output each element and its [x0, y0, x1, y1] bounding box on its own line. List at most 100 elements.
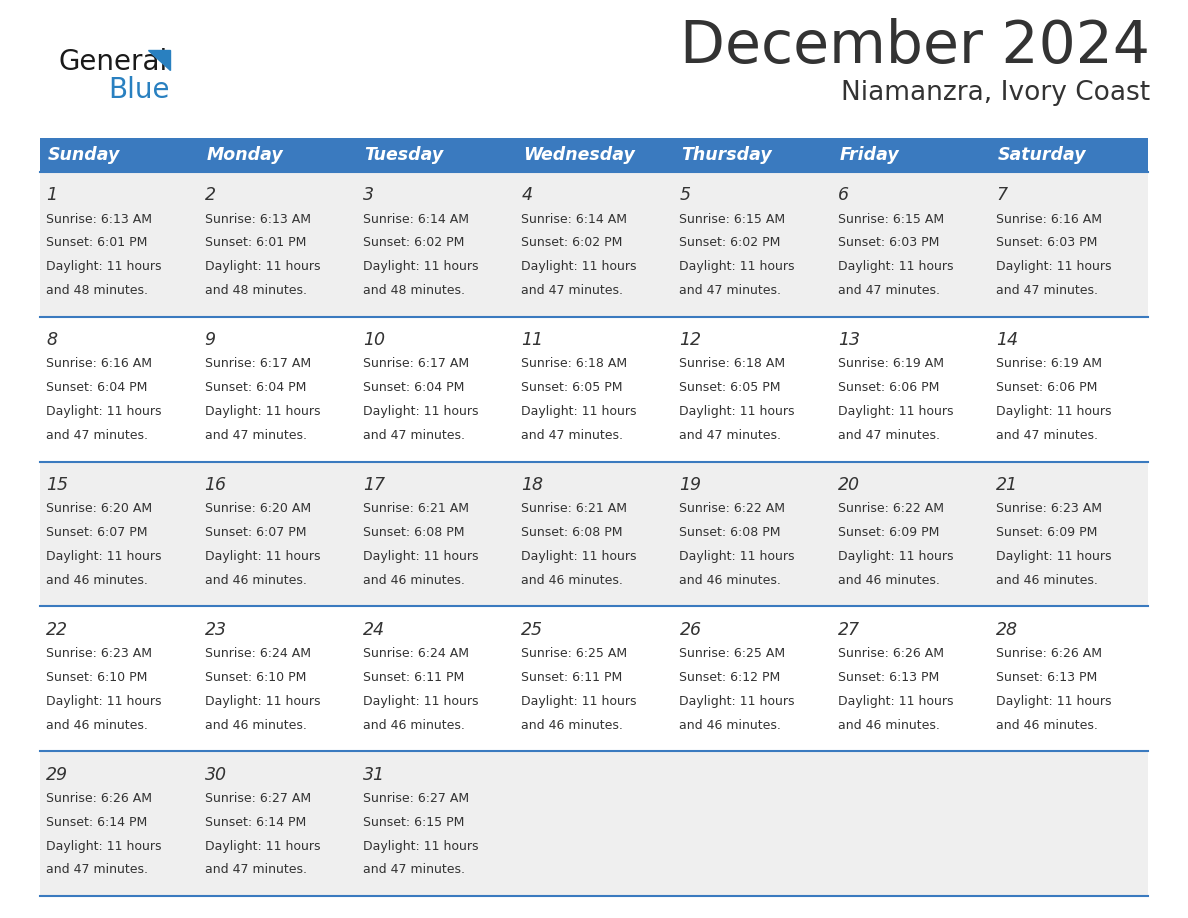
Text: Daylight: 11 hours: Daylight: 11 hours — [46, 840, 162, 853]
Text: Sunset: 6:06 PM: Sunset: 6:06 PM — [838, 381, 940, 394]
Text: and 46 minutes.: and 46 minutes. — [838, 719, 940, 732]
Text: 23: 23 — [204, 621, 227, 639]
Text: Sunrise: 6:24 AM: Sunrise: 6:24 AM — [362, 647, 469, 660]
Text: Sunrise: 6:20 AM: Sunrise: 6:20 AM — [204, 502, 311, 515]
Text: Sunrise: 6:26 AM: Sunrise: 6:26 AM — [996, 647, 1102, 660]
Text: and 46 minutes.: and 46 minutes. — [46, 719, 148, 732]
Text: and 47 minutes.: and 47 minutes. — [838, 429, 940, 442]
Text: 16: 16 — [204, 476, 227, 494]
Text: Daylight: 11 hours: Daylight: 11 hours — [362, 695, 479, 708]
Text: 15: 15 — [46, 476, 69, 494]
Text: Sunset: 6:02 PM: Sunset: 6:02 PM — [522, 237, 623, 250]
Text: Sunset: 6:07 PM: Sunset: 6:07 PM — [46, 526, 147, 539]
Text: 8: 8 — [46, 331, 57, 349]
Text: Sunrise: 6:25 AM: Sunrise: 6:25 AM — [680, 647, 785, 660]
Text: Sunset: 6:13 PM: Sunset: 6:13 PM — [838, 671, 939, 684]
Text: and 46 minutes.: and 46 minutes. — [680, 574, 782, 587]
Text: and 46 minutes.: and 46 minutes. — [680, 719, 782, 732]
Text: Sunset: 6:10 PM: Sunset: 6:10 PM — [204, 671, 307, 684]
Text: Sunrise: 6:20 AM: Sunrise: 6:20 AM — [46, 502, 152, 515]
Text: 3: 3 — [362, 186, 374, 205]
Text: 24: 24 — [362, 621, 385, 639]
Text: 29: 29 — [46, 766, 69, 784]
Text: Sunset: 6:02 PM: Sunset: 6:02 PM — [362, 237, 465, 250]
Text: 11: 11 — [522, 331, 543, 349]
Text: Sunrise: 6:14 AM: Sunrise: 6:14 AM — [522, 213, 627, 226]
Text: Daylight: 11 hours: Daylight: 11 hours — [522, 405, 637, 418]
Text: Daylight: 11 hours: Daylight: 11 hours — [680, 550, 795, 563]
Text: Daylight: 11 hours: Daylight: 11 hours — [680, 695, 795, 708]
Text: Sunset: 6:04 PM: Sunset: 6:04 PM — [362, 381, 465, 394]
Text: and 47 minutes.: and 47 minutes. — [522, 429, 624, 442]
Text: Sunrise: 6:16 AM: Sunrise: 6:16 AM — [996, 213, 1102, 226]
Text: Daylight: 11 hours: Daylight: 11 hours — [680, 261, 795, 274]
Text: Daylight: 11 hours: Daylight: 11 hours — [46, 261, 162, 274]
Text: 7: 7 — [996, 186, 1007, 205]
Text: December 2024: December 2024 — [680, 18, 1150, 75]
Text: Sunset: 6:01 PM: Sunset: 6:01 PM — [204, 237, 307, 250]
Text: Daylight: 11 hours: Daylight: 11 hours — [362, 840, 479, 853]
Text: and 47 minutes.: and 47 minutes. — [996, 285, 1098, 297]
Text: Daylight: 11 hours: Daylight: 11 hours — [362, 261, 479, 274]
Text: Sunset: 6:08 PM: Sunset: 6:08 PM — [680, 526, 781, 539]
FancyBboxPatch shape — [40, 462, 1148, 607]
Text: Sunset: 6:08 PM: Sunset: 6:08 PM — [362, 526, 465, 539]
Text: Daylight: 11 hours: Daylight: 11 hours — [204, 840, 320, 853]
Text: 21: 21 — [996, 476, 1018, 494]
Text: Sunrise: 6:19 AM: Sunrise: 6:19 AM — [838, 357, 943, 370]
Text: and 47 minutes.: and 47 minutes. — [46, 429, 148, 442]
FancyBboxPatch shape — [40, 607, 1148, 751]
Text: Sunrise: 6:24 AM: Sunrise: 6:24 AM — [204, 647, 310, 660]
Text: and 46 minutes.: and 46 minutes. — [838, 574, 940, 587]
FancyBboxPatch shape — [990, 138, 1148, 172]
Text: and 46 minutes.: and 46 minutes. — [996, 719, 1098, 732]
Text: Daylight: 11 hours: Daylight: 11 hours — [522, 261, 637, 274]
FancyBboxPatch shape — [40, 138, 198, 172]
Text: Sunrise: 6:23 AM: Sunrise: 6:23 AM — [46, 647, 152, 660]
Text: Sunrise: 6:14 AM: Sunrise: 6:14 AM — [362, 213, 469, 226]
Text: Sunset: 6:01 PM: Sunset: 6:01 PM — [46, 237, 147, 250]
Text: and 47 minutes.: and 47 minutes. — [362, 429, 465, 442]
Text: 12: 12 — [680, 331, 701, 349]
Text: 1: 1 — [46, 186, 57, 205]
Text: Sunset: 6:07 PM: Sunset: 6:07 PM — [204, 526, 307, 539]
Text: and 47 minutes.: and 47 minutes. — [680, 429, 782, 442]
Text: Sunrise: 6:15 AM: Sunrise: 6:15 AM — [680, 213, 785, 226]
FancyBboxPatch shape — [832, 138, 990, 172]
Text: and 46 minutes.: and 46 minutes. — [204, 719, 307, 732]
Text: and 46 minutes.: and 46 minutes. — [522, 719, 623, 732]
Text: and 47 minutes.: and 47 minutes. — [362, 864, 465, 877]
Text: Daylight: 11 hours: Daylight: 11 hours — [522, 550, 637, 563]
Text: and 46 minutes.: and 46 minutes. — [362, 719, 465, 732]
FancyBboxPatch shape — [40, 317, 1148, 462]
Text: Daylight: 11 hours: Daylight: 11 hours — [996, 695, 1112, 708]
Text: Sunrise: 6:16 AM: Sunrise: 6:16 AM — [46, 357, 152, 370]
Text: Sunset: 6:05 PM: Sunset: 6:05 PM — [680, 381, 781, 394]
Text: and 46 minutes.: and 46 minutes. — [46, 574, 148, 587]
Text: Sunset: 6:15 PM: Sunset: 6:15 PM — [362, 815, 465, 829]
Text: 6: 6 — [838, 186, 848, 205]
Text: Sunrise: 6:18 AM: Sunrise: 6:18 AM — [522, 357, 627, 370]
Text: Tuesday: Tuesday — [365, 146, 444, 164]
Text: Daylight: 11 hours: Daylight: 11 hours — [522, 695, 637, 708]
Text: and 47 minutes.: and 47 minutes. — [46, 864, 148, 877]
Text: and 46 minutes.: and 46 minutes. — [362, 574, 465, 587]
Text: Sunset: 6:14 PM: Sunset: 6:14 PM — [46, 815, 147, 829]
Text: Sunset: 6:14 PM: Sunset: 6:14 PM — [204, 815, 305, 829]
Text: Daylight: 11 hours: Daylight: 11 hours — [838, 405, 953, 418]
Text: Sunrise: 6:23 AM: Sunrise: 6:23 AM — [996, 502, 1102, 515]
Text: and 46 minutes.: and 46 minutes. — [522, 574, 623, 587]
Text: Sunset: 6:03 PM: Sunset: 6:03 PM — [838, 237, 940, 250]
Text: 31: 31 — [362, 766, 385, 784]
Text: 14: 14 — [996, 331, 1018, 349]
Text: 17: 17 — [362, 476, 385, 494]
Text: Sunrise: 6:27 AM: Sunrise: 6:27 AM — [204, 791, 311, 805]
Text: Sunset: 6:04 PM: Sunset: 6:04 PM — [46, 381, 147, 394]
Text: Sunrise: 6:15 AM: Sunrise: 6:15 AM — [838, 213, 944, 226]
Text: and 47 minutes.: and 47 minutes. — [996, 429, 1098, 442]
Text: 19: 19 — [680, 476, 701, 494]
Text: Daylight: 11 hours: Daylight: 11 hours — [204, 405, 320, 418]
Text: Daylight: 11 hours: Daylight: 11 hours — [996, 405, 1112, 418]
Text: and 46 minutes.: and 46 minutes. — [204, 574, 307, 587]
Text: Sunrise: 6:18 AM: Sunrise: 6:18 AM — [680, 357, 785, 370]
